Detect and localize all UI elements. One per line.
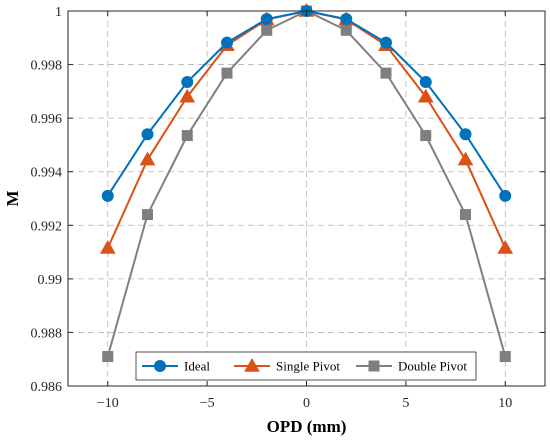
legend-label-ideal: Ideal: [184, 359, 210, 374]
y-tick-label: 0.992: [31, 219, 63, 234]
y-tick-label: 0.986: [31, 380, 63, 395]
legend-marker-double-pivot: [368, 360, 380, 372]
data-point-ideal: [141, 128, 154, 141]
data-point-double-pivot: [460, 209, 471, 221]
data-point-double-pivot: [499, 351, 511, 363]
data-point-single-pivot: [497, 240, 514, 254]
y-tick-label: 0.998: [31, 59, 63, 74]
data-point-single-pivot: [139, 151, 156, 166]
data-point-single-pivot: [457, 151, 474, 166]
data-point-double-pivot: [181, 130, 193, 142]
data-point-double-pivot: [102, 351, 114, 363]
x-tick-label: 5: [402, 396, 409, 411]
y-tick-label: 0.99: [38, 273, 63, 288]
data-point-double-pivot: [420, 130, 432, 142]
x-axis-title: OPD (mm): [267, 417, 347, 436]
x-tick-label: 10: [498, 396, 512, 411]
legend: Ideal Single Pivot Double Pivot: [135, 351, 477, 381]
x-tick-label: −10: [97, 396, 119, 411]
legend-box: [135, 351, 477, 381]
data-point-ideal: [260, 13, 273, 26]
legend-item-ideal: Ideal: [142, 359, 210, 374]
data-point-ideal: [499, 189, 512, 202]
data-point-single-pivot: [99, 240, 116, 254]
data-point-ideal: [340, 13, 353, 26]
data-point-ideal: [181, 75, 194, 88]
x-tick-label: 0: [303, 396, 310, 411]
legend-marker-single-pivot: [244, 357, 260, 372]
data-point-ideal: [221, 36, 233, 49]
y-tick-label: 0.988: [31, 326, 63, 341]
legend-items: Ideal Single Pivot Double Pivot: [142, 357, 467, 374]
data-point-double-pivot: [261, 24, 273, 36]
legend-item-single-pivot: Single Pivot: [234, 357, 340, 374]
legend-label-single-pivot: Single Pivot: [276, 359, 340, 374]
data-point-double-pivot: [340, 24, 352, 36]
data-point-ideal: [380, 36, 392, 49]
data-point-ideal: [101, 189, 114, 202]
y-tick-label: 1: [55, 5, 62, 20]
y-tick-label: 0.994: [31, 166, 63, 181]
legend-label-double-pivot: Double Pivot: [398, 359, 467, 374]
data-point-ideal: [459, 128, 472, 141]
x-tick-label: −5: [200, 396, 215, 411]
y-tick-label: 0.996: [31, 112, 63, 127]
legend-marker-ideal: [154, 360, 166, 372]
plot-frame: [67, 10, 546, 387]
y-axis-title: M: [3, 190, 22, 206]
data-point-ideal: [419, 75, 432, 88]
legend-item-double-pivot: Double Pivot: [356, 359, 467, 374]
data-point-double-pivot: [142, 209, 153, 221]
data-point-double-pivot: [221, 67, 233, 79]
data-point-single-pivot: [179, 88, 196, 103]
data-point-single-pivot: [417, 88, 434, 103]
data-point-double-pivot: [380, 67, 392, 79]
grid: [68, 10, 545, 387]
tick-layer: −10 −5 0 5 10 0.986 0.988 0.99 0.992 0.994 0.996 0.…: [31, 5, 545, 411]
